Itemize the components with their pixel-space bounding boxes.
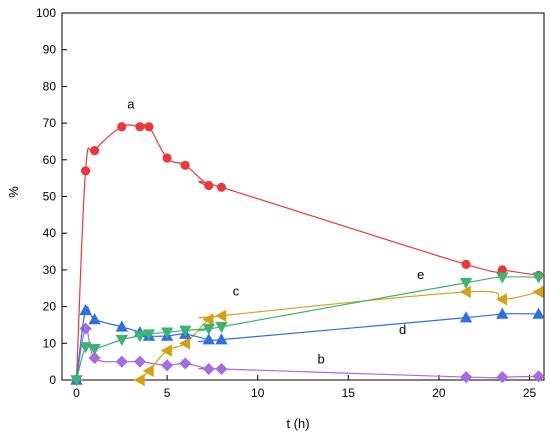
y-tick-label: 70	[43, 116, 57, 130]
data-point-d	[115, 320, 128, 332]
data-point-d	[459, 311, 473, 323]
data-point-e	[496, 272, 509, 284]
y-tick-label: 0	[49, 373, 56, 387]
data-point-b	[460, 370, 473, 384]
data-point-a	[80, 166, 91, 176]
data-point-a	[461, 259, 471, 269]
data-point-e	[532, 272, 545, 284]
data-point-e	[142, 329, 156, 341]
x-axis-title: t (h)	[286, 416, 309, 431]
data-point-c	[142, 364, 154, 378]
y-tick-label: 20	[43, 300, 57, 314]
data-point-a	[216, 182, 227, 192]
data-point-a	[204, 180, 214, 191]
data-point-a	[162, 153, 172, 163]
data-point-c	[495, 293, 508, 306]
data-point-d	[215, 333, 228, 345]
plot-area	[61, 12, 545, 381]
data-point-b	[179, 357, 192, 370]
data-point-e	[459, 277, 473, 290]
data-point-b	[115, 355, 128, 368]
y-tick-label: 10	[43, 336, 57, 350]
data-point-e	[160, 327, 174, 339]
y-tick-label: 60	[43, 153, 57, 167]
series-label-c: c	[233, 284, 240, 299]
y-tick-label: 90	[43, 43, 57, 57]
axes: 0 10 20 30 40 50 60 70 80 90 100 0 5 10 15 20 25	[36, 6, 537, 400]
plot-border	[61, 12, 545, 381]
series-label-b: b	[318, 351, 325, 366]
series-label-a: a	[127, 96, 135, 111]
data-point-a	[180, 160, 190, 170]
x-tick-label: 0	[73, 386, 80, 400]
data-point-a	[117, 122, 127, 132]
data-point-d	[202, 333, 215, 345]
data-point-e	[215, 321, 228, 334]
data-point-a	[144, 122, 154, 132]
data-point-c	[133, 373, 145, 387]
y-axis-title: %	[6, 186, 21, 198]
y-tick-label: 100	[36, 6, 56, 20]
series-a	[71, 122, 544, 385]
series-layer	[70, 122, 545, 387]
data-point-e	[115, 334, 128, 346]
data-point-b	[496, 370, 509, 384]
data-point-d	[532, 307, 545, 319]
data-point-e	[179, 325, 192, 337]
y-tick-label: 40	[43, 226, 57, 240]
data-point-c	[202, 313, 214, 326]
data-point-b	[215, 362, 228, 376]
data-point-c	[160, 344, 172, 357]
data-point-a	[135, 122, 145, 132]
data-point-c	[215, 309, 227, 322]
x-tick-label: 15	[342, 386, 356, 400]
data-point-d	[496, 307, 509, 319]
data-point-e	[88, 344, 101, 356]
data-point-b	[161, 359, 174, 372]
series-c	[133, 285, 544, 387]
y-tick-label: 30	[43, 263, 57, 277]
annotations: a b c d e	[127, 96, 424, 366]
data-point-b	[532, 370, 545, 383]
data-point-e	[133, 331, 147, 343]
data-point-b	[133, 355, 146, 368]
x-tick-label: 20	[432, 386, 446, 400]
series-line-a	[75, 123, 539, 381]
series-line-c	[139, 290, 539, 381]
data-point-e	[202, 323, 215, 335]
data-point-c	[532, 285, 544, 299]
y-tick-label: 80	[43, 79, 57, 93]
data-point-b	[202, 362, 215, 376]
series-label-d: d	[399, 322, 406, 337]
y-tick-label: 50	[43, 190, 57, 204]
data-point-d	[88, 313, 101, 325]
data-point-c	[459, 285, 471, 299]
data-point-e	[79, 342, 92, 354]
x-tick-label: 25	[523, 386, 537, 400]
series-label-e: e	[417, 267, 424, 282]
data-point-c	[178, 337, 191, 350]
x-tick-label: 5	[164, 386, 171, 400]
data-point-e	[70, 375, 83, 387]
data-point-b	[88, 351, 101, 365]
x-tick-label: 10	[251, 386, 265, 400]
data-point-d	[79, 303, 92, 316]
series-e	[70, 272, 545, 387]
data-point-a	[90, 146, 100, 156]
